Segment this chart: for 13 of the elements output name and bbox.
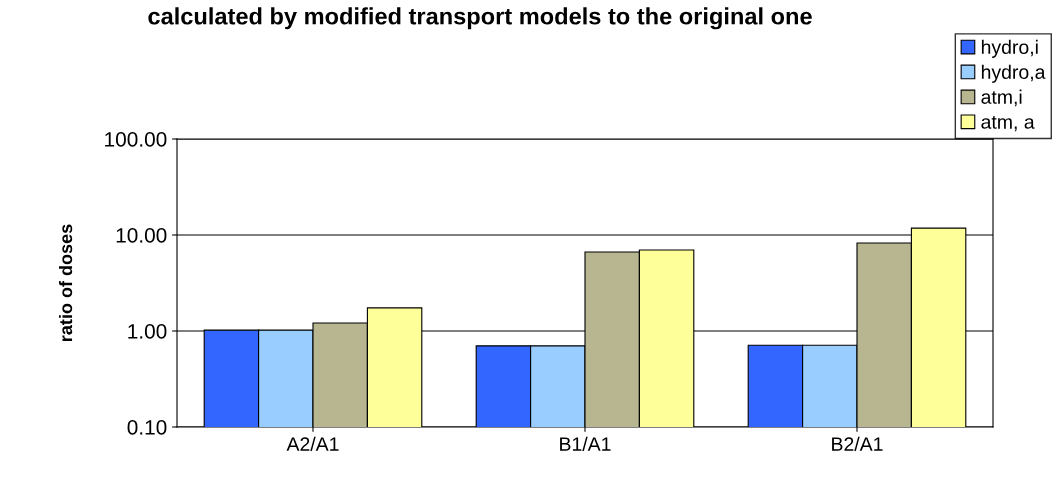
- y-tick-label: 1.00: [128, 324, 167, 339]
- legend-label: atm,i: [981, 89, 1022, 107]
- legend-label: hydro,i: [981, 39, 1038, 58]
- y-tick-label: 100.00: [105, 132, 167, 147]
- legend-label: atm, a: [981, 116, 1035, 132]
- y-tick-label: 0.10: [127, 420, 167, 435]
- y-axis-title: ratio of doses: [58, 224, 73, 341]
- y-tick-label: 10.00: [116, 228, 167, 243]
- x-tick-label: B2/A1: [832, 436, 883, 451]
- x-tick-label: A2/A1: [286, 436, 339, 451]
- chart-title: calculated by modified transport models to the original one: [148, 7, 812, 30]
- legend-label: hydro,a: [981, 64, 1046, 83]
- x-tick-label: B1/A1: [560, 436, 611, 451]
